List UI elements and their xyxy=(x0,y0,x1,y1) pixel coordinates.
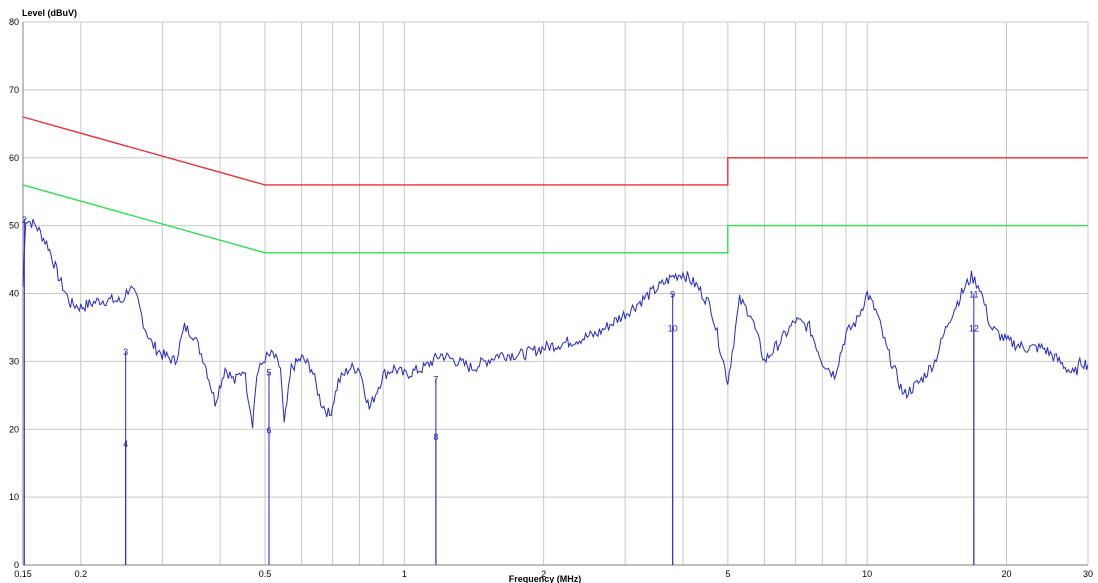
marker-label-5: 5 xyxy=(266,368,271,378)
x-tick-label: 0.5 xyxy=(259,569,272,579)
marker-label-11: 11 xyxy=(969,290,978,300)
x-tick-label: 30 xyxy=(1083,569,1093,579)
y-axis-title: Level (dBuV) xyxy=(22,8,77,18)
marker-label-3: 3 xyxy=(123,347,128,357)
marker-label-8: 8 xyxy=(433,432,438,442)
limit-lines xyxy=(22,116,1088,254)
y-tick-label: 60 xyxy=(9,153,19,163)
limit-line xyxy=(22,116,1088,186)
marker-label-12: 12 xyxy=(969,323,979,333)
y-tick-label: 50 xyxy=(9,221,19,231)
y-tick-label: 40 xyxy=(9,289,19,299)
y-tick-label: 30 xyxy=(9,356,19,366)
marker-label-2: 2 xyxy=(22,215,27,225)
marker-label-9: 9 xyxy=(670,290,675,300)
x-tick-label: 0.15 xyxy=(14,569,32,579)
marker-label-7: 7 xyxy=(433,374,438,384)
y-tick-label: 70 xyxy=(9,85,19,95)
marker-label-6: 6 xyxy=(266,425,271,435)
x-tick-label: 5 xyxy=(725,569,730,579)
x-tick-label: 10 xyxy=(862,569,872,579)
x-axis-title: Frequency (MHz) xyxy=(509,574,582,583)
trace-line xyxy=(22,218,1089,429)
x-tick-label: 20 xyxy=(1001,569,1011,579)
x-tick-label: 1 xyxy=(402,569,407,579)
y-tick-label: 20 xyxy=(9,424,19,434)
y-tick-label: 10 xyxy=(9,492,19,502)
y-tick-label: 0 xyxy=(14,560,19,570)
limit-line xyxy=(22,184,1088,254)
y-tick-label: 80 xyxy=(9,17,19,27)
x-tick-label: 2 xyxy=(541,569,546,579)
marker-label-4: 4 xyxy=(123,439,128,449)
measurement-trace xyxy=(22,218,1089,429)
marker-label-10: 10 xyxy=(668,323,678,333)
grid xyxy=(22,21,1089,566)
x-tick-label: 0.2 xyxy=(75,569,88,579)
markers: 2 3 4 5 6 7 8 9 10 11 12 xyxy=(22,215,979,565)
